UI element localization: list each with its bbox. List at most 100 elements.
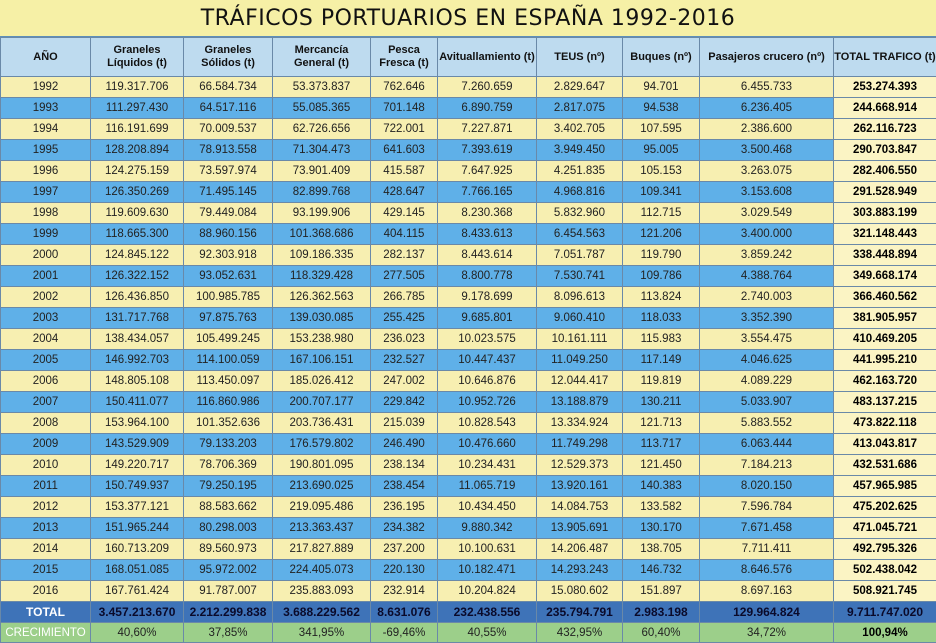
year-cell: 1995 [1, 140, 91, 161]
year-cell: 1999 [1, 224, 91, 245]
teus-cell: 9.060.410 [537, 308, 623, 329]
year-cell: 2013 [1, 518, 91, 539]
header-year: AÑO [1, 38, 91, 77]
cruise-passengers-cell: 2.386.600 [700, 119, 834, 140]
general-cargo-cell: 53.373.837 [273, 77, 371, 98]
fresh-fish-cell: 232.527 [371, 350, 438, 371]
total-traffic-cell: 441.995.210 [834, 350, 936, 371]
solid-bulk-cell: 114.100.059 [184, 350, 273, 371]
ships-cell: 146.732 [623, 560, 700, 581]
solid-bulk-cell: 78.913.558 [184, 140, 273, 161]
cruise-passengers-cell: 3.500.468 [700, 140, 834, 161]
total-traffic-cell: 457.965.985 [834, 476, 936, 497]
fresh-fish-cell: 762.646 [371, 77, 438, 98]
general-cargo-cell: 55.085.365 [273, 98, 371, 119]
fresh-fish-cell: 722.001 [371, 119, 438, 140]
year-cell: 1994 [1, 119, 91, 140]
solid-bulk-cell: 116.860.986 [184, 392, 273, 413]
growth-fresh-fish-cell: -69,46% [371, 623, 438, 643]
year-cell: 2011 [1, 476, 91, 497]
year-cell: 1993 [1, 98, 91, 119]
ships-cell: 94.538 [623, 98, 700, 119]
solid-bulk-cell: 92.303.918 [184, 245, 273, 266]
total-solid-bulk-cell: 2.212.299.838 [184, 602, 273, 623]
solid-bulk-cell: 71.495.145 [184, 182, 273, 203]
total-traffic-cell: 410.469.205 [834, 329, 936, 350]
liquid-bulk-cell: 149.220.717 [91, 455, 184, 476]
growth-cruise-passengers-cell: 34,72% [700, 623, 834, 643]
growth-solid-bulk-cell: 37,85% [184, 623, 273, 643]
teus-cell: 13.188.879 [537, 392, 623, 413]
fresh-fish-cell: 238.134 [371, 455, 438, 476]
solid-bulk-cell: 79.449.084 [184, 203, 273, 224]
general-cargo-cell: 200.707.177 [273, 392, 371, 413]
fresh-fish-cell: 237.200 [371, 539, 438, 560]
ships-cell: 151.897 [623, 581, 700, 602]
total-traffic-cell: 471.045.721 [834, 518, 936, 539]
supplies-cell: 7.393.619 [438, 140, 537, 161]
solid-bulk-cell: 113.450.097 [184, 371, 273, 392]
supplies-cell: 9.685.801 [438, 308, 537, 329]
ships-cell: 115.983 [623, 329, 700, 350]
solid-bulk-cell: 80.298.003 [184, 518, 273, 539]
year-cell: 2014 [1, 539, 91, 560]
total-traffic-cell: 502.438.042 [834, 560, 936, 581]
ships-cell: 109.786 [623, 266, 700, 287]
solid-bulk-cell: 93.052.631 [184, 266, 273, 287]
general-cargo-cell: 213.690.025 [273, 476, 371, 497]
teus-cell: 11.049.250 [537, 350, 623, 371]
total-traffic-cell: 291.528.949 [834, 182, 936, 203]
liquid-bulk-cell: 148.805.108 [91, 371, 184, 392]
supplies-cell: 8.433.613 [438, 224, 537, 245]
teus-cell: 11.749.298 [537, 434, 623, 455]
liquid-bulk-cell: 168.051.085 [91, 560, 184, 581]
solid-bulk-cell: 91.787.007 [184, 581, 273, 602]
cruise-passengers-cell: 2.740.003 [700, 287, 834, 308]
cruise-passengers-cell: 6.236.405 [700, 98, 834, 119]
supplies-cell: 10.828.543 [438, 413, 537, 434]
year-cell: 2002 [1, 287, 91, 308]
fresh-fish-cell: 220.130 [371, 560, 438, 581]
general-cargo-cell: 73.901.409 [273, 161, 371, 182]
supplies-cell: 11.065.719 [438, 476, 537, 497]
supplies-cell: 10.234.431 [438, 455, 537, 476]
solid-bulk-cell: 97.875.763 [184, 308, 273, 329]
fresh-fish-cell: 415.587 [371, 161, 438, 182]
year-cell: 2005 [1, 350, 91, 371]
cruise-passengers-cell: 4.089.229 [700, 371, 834, 392]
ships-cell: 105.153 [623, 161, 700, 182]
year-cell: 2000 [1, 245, 91, 266]
liquid-bulk-cell: 124.275.159 [91, 161, 184, 182]
ships-cell: 117.149 [623, 350, 700, 371]
year-cell: 1996 [1, 161, 91, 182]
fresh-fish-cell: 641.603 [371, 140, 438, 161]
liquid-bulk-cell: 128.208.894 [91, 140, 184, 161]
total-traffic-cell: 492.795.326 [834, 539, 936, 560]
cruise-passengers-cell: 3.859.242 [700, 245, 834, 266]
solid-bulk-cell: 78.706.369 [184, 455, 273, 476]
total-total-traffic-cell: 9.711.747.020 [834, 602, 936, 623]
year-cell: 2015 [1, 560, 91, 581]
ships-cell: 121.450 [623, 455, 700, 476]
ships-cell: 107.595 [623, 119, 700, 140]
teus-cell: 8.096.613 [537, 287, 623, 308]
total-traffic-cell: 303.883.199 [834, 203, 936, 224]
solid-bulk-cell: 73.597.974 [184, 161, 273, 182]
total-traffic-cell: 253.274.393 [834, 77, 936, 98]
header-supplies: Avituallamiento (t) [438, 38, 537, 77]
general-cargo-cell: 217.827.889 [273, 539, 371, 560]
header-teus: TEUS (nº) [537, 38, 623, 77]
total-fresh-fish-cell: 8.631.076 [371, 602, 438, 623]
general-cargo-cell: 101.368.686 [273, 224, 371, 245]
